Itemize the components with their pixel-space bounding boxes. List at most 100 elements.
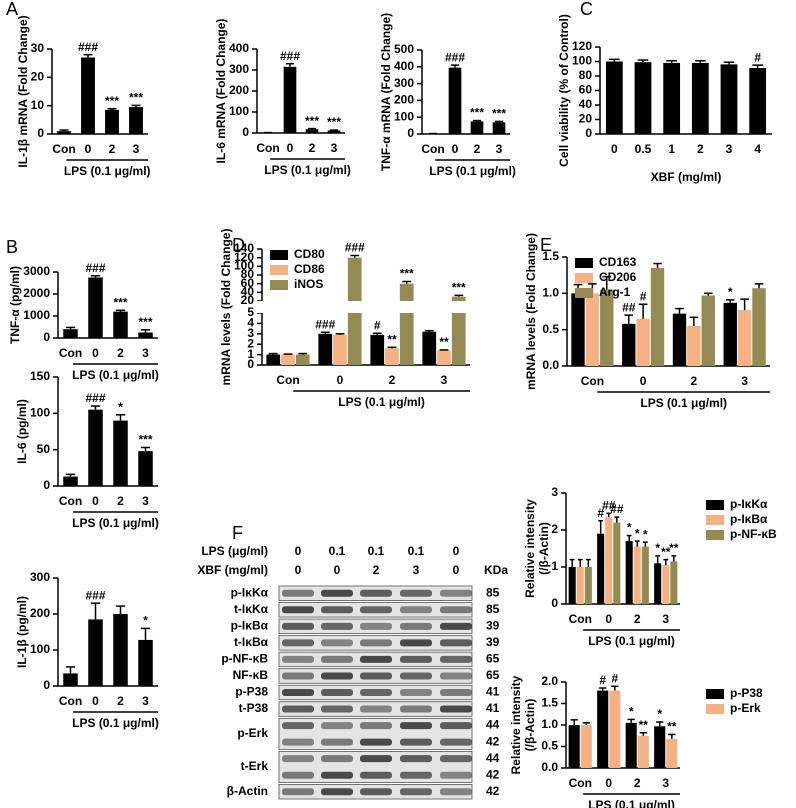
blot-band	[360, 705, 392, 713]
panel-label: F	[232, 523, 243, 543]
error-bar	[655, 555, 661, 564]
blot-band	[440, 771, 472, 779]
group-label: LPS (0.1 μg/ml)	[588, 634, 675, 648]
blot-band	[360, 622, 392, 630]
blot-band	[360, 639, 392, 647]
error-bar	[609, 58, 620, 62]
y-tick-label: 100	[394, 109, 414, 123]
blot-band	[400, 672, 432, 680]
bar	[580, 725, 592, 768]
bar	[422, 331, 437, 365]
bar	[88, 409, 103, 486]
annotation: #	[611, 671, 618, 685]
legend-label: p-P38	[730, 686, 763, 700]
bar	[88, 277, 103, 338]
blot-lane-value: 0.1	[368, 544, 385, 558]
y-tick-label: 0.5	[542, 322, 559, 336]
y-tick-label: 0	[407, 126, 414, 140]
error-bar	[140, 446, 151, 452]
y-tick-label: 3	[247, 326, 254, 340]
y-axis-label: mRNA levels (Fold Change)	[219, 229, 233, 386]
annotation: #	[640, 289, 647, 303]
blot-row-label: t-IκBα	[234, 635, 269, 649]
x-tick-label: Con	[59, 494, 82, 508]
panel-label: E	[540, 235, 552, 255]
x-tick-label: 0	[287, 141, 294, 155]
bar	[654, 726, 666, 768]
blot-band	[400, 705, 432, 713]
legend-swatch	[270, 265, 288, 275]
annotation: ###	[85, 588, 105, 602]
blot-band	[440, 738, 472, 746]
error-bar	[585, 558, 591, 567]
bar	[88, 619, 103, 686]
bar	[613, 522, 621, 604]
blot-kda: 44	[486, 718, 500, 732]
legend-swatch	[575, 273, 593, 283]
axis-break	[256, 301, 470, 313]
y-tick-label: 1	[551, 559, 558, 573]
legend-label: p-Erk	[730, 701, 761, 715]
blot-band	[321, 705, 353, 713]
legend-label: CD163	[599, 255, 637, 269]
blot-band	[282, 622, 314, 630]
blot-band	[360, 788, 392, 796]
error-bar	[703, 292, 713, 296]
y-tick-label: 3000	[23, 264, 50, 278]
x-tick-label: 0.5	[635, 142, 652, 156]
error-bar	[606, 512, 612, 518]
bar	[637, 735, 649, 768]
y-axis-label: Relative intensity	[509, 675, 523, 774]
blot-band	[321, 771, 353, 779]
blot-band	[440, 788, 472, 796]
bar	[129, 107, 143, 134]
blot-band	[400, 788, 432, 796]
error-bar	[424, 329, 434, 332]
error-bar	[638, 303, 648, 319]
legend-swatch	[706, 689, 724, 699]
group-label: LPS (0.1 μg/ml)	[72, 716, 159, 730]
y-tick-label: 60	[241, 276, 255, 290]
bar	[281, 354, 295, 365]
blot-lane-value: 0	[453, 544, 460, 558]
y-axis-label: (/β-Actin)	[537, 522, 551, 575]
annotation: *	[143, 614, 148, 628]
legend-swatch	[706, 530, 724, 540]
blot-band	[400, 755, 432, 763]
y-tick-label: 1.5	[542, 249, 559, 263]
blot-band	[360, 589, 392, 597]
error-bar	[115, 605, 126, 614]
error-bar	[663, 558, 669, 566]
bar	[585, 293, 600, 366]
annotation: **	[661, 545, 671, 559]
y-tick-label: 60	[579, 83, 593, 97]
legend-label: p-IκKα	[730, 497, 768, 511]
bar	[113, 614, 128, 686]
bar	[723, 302, 737, 366]
y-tick-label: 300	[394, 76, 414, 90]
error-bar	[131, 104, 141, 108]
error-bar	[140, 627, 151, 640]
x-tick-label: 3	[331, 141, 338, 155]
blot-kda: 42	[486, 767, 500, 781]
x-tick-label: 2	[117, 346, 124, 360]
group-label: LPS (0.1 μg/ml)	[588, 798, 675, 808]
bar	[672, 313, 687, 366]
blot-lane-value: 0	[334, 563, 341, 577]
y-tick-label: 0	[43, 478, 50, 492]
bar	[749, 68, 767, 134]
error-bar	[59, 129, 69, 132]
bar	[605, 517, 613, 604]
blot-band	[282, 589, 314, 597]
x-tick-label: 0	[337, 373, 344, 387]
x-tick-label: Con	[581, 374, 604, 388]
legend-swatch	[270, 280, 288, 290]
annotation: ***	[138, 433, 152, 447]
y-tick-label: 140	[234, 241, 254, 255]
bar	[318, 333, 333, 365]
bar	[605, 61, 623, 134]
error-bar	[307, 127, 317, 130]
error-bar	[624, 314, 634, 324]
error-bar	[598, 520, 604, 534]
blot-band	[400, 738, 432, 746]
